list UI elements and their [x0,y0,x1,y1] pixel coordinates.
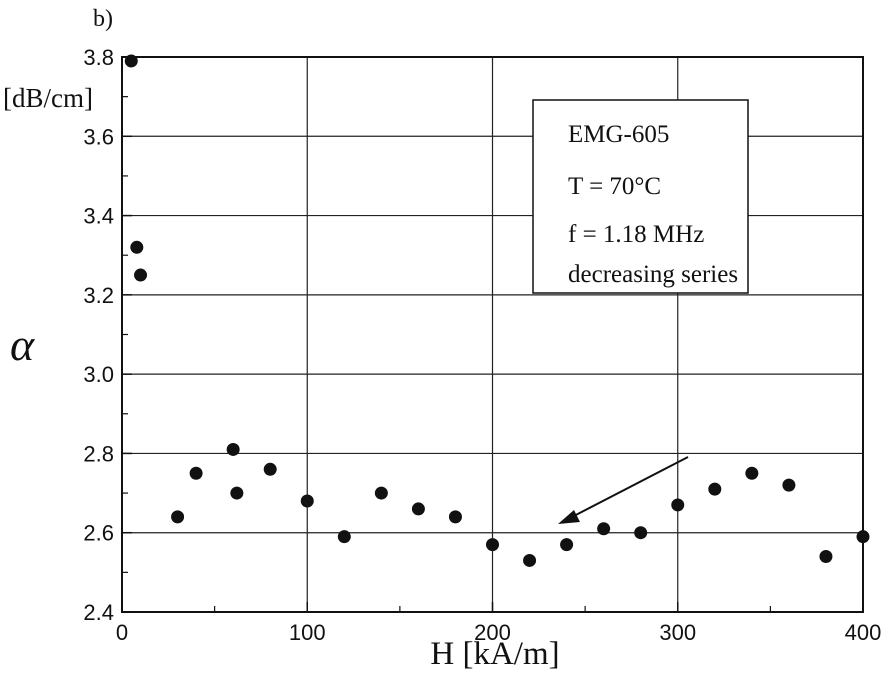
annotation-frequency: f = 1.18 MHz [568,221,704,248]
data-point [124,54,138,68]
data-point [448,510,462,524]
data-point [782,478,796,492]
data-point [337,530,351,544]
data-point [745,466,759,480]
data-point [560,538,574,552]
x-tick-label: 0 [116,620,128,645]
data-point [130,240,144,254]
y-tick-label: 3.0 [83,362,114,387]
y-axis-label: α [10,319,35,370]
data-point [300,494,314,508]
y-tick-label: 2.8 [83,441,114,466]
data-point [856,530,870,544]
x-tick-label: 100 [289,620,326,645]
annotation-material: EMG-605 [568,121,669,148]
data-point [819,550,833,563]
data-point [374,486,388,500]
data-point [708,482,722,496]
annotation-box: EMG-605 T = 70°C f = 1.18 MHz decreasing… [532,99,749,294]
direction-arrow [558,456,689,524]
grid-lines [122,57,863,612]
data-point [411,502,425,516]
data-point [486,538,499,552]
x-tick-label: 300 [659,620,696,645]
x-axis-label: H [kA/m] [430,636,559,672]
data-point [171,510,185,524]
y-tick-label: 3.2 [83,283,114,308]
data-point [230,486,244,500]
data-point [523,553,537,567]
y-axis-unit: [dB/cm] [3,83,93,113]
data-point [226,442,240,456]
y-tick-label: 3.6 [83,124,114,149]
data-point [597,522,611,536]
data-points [124,54,870,567]
x-tick-label: 200 [474,620,511,645]
annotation-series: decreasing series [568,261,738,288]
data-point [263,462,277,476]
data-point [634,526,648,540]
annotation-temperature: T = 70°C [568,173,661,200]
panel-label: b) [93,6,113,32]
data-point [671,498,685,512]
annotation-frame [532,99,749,294]
axis-ticks: 0 100 200 300 400 2.4 2.6 2.8 3.0 3.2 3.4 3.6 3.8 [83,45,881,645]
y-tick-label: 3.4 [83,204,114,229]
y-tick-label: 2.6 [83,521,114,546]
x-tick-label: 400 [845,620,882,645]
data-point [189,466,203,480]
y-tick-label: 3.8 [83,45,114,70]
data-point [134,268,148,282]
y-tick-label: 2.4 [83,600,114,625]
